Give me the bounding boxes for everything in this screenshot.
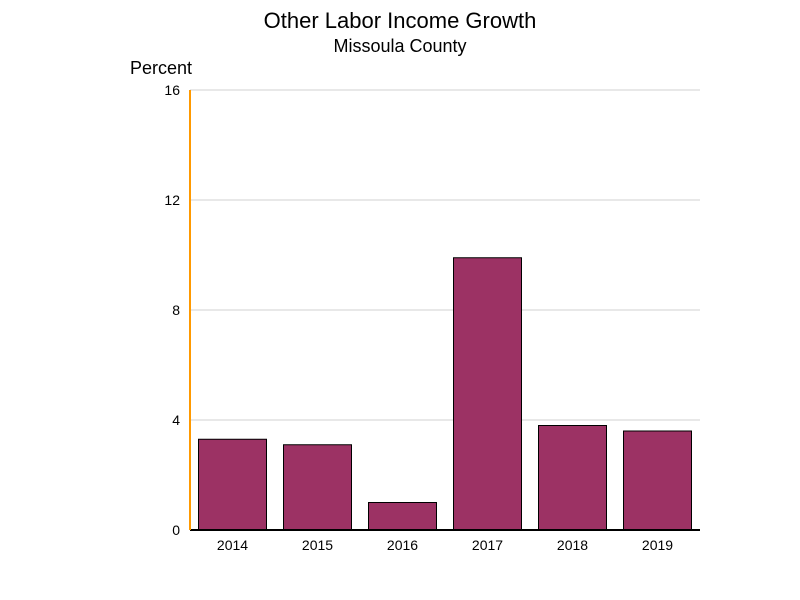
y-tick-label: 12 <box>164 192 180 208</box>
y-tick-label: 16 <box>164 82 180 98</box>
chart-container: { "chart": { "type": "bar", "title": "Ot… <box>0 0 800 600</box>
x-tick-label: 2015 <box>302 537 333 553</box>
x-tick-label: 2018 <box>557 537 588 553</box>
x-tick-label: 2014 <box>217 537 248 553</box>
x-tick-label: 2016 <box>387 537 418 553</box>
x-tick-label: 2017 <box>472 537 503 553</box>
bar <box>624 431 692 530</box>
chart-svg: 0 4 8 12 16 2014 2015 2016 2017 2018 2019 <box>0 0 800 600</box>
bar <box>539 426 607 531</box>
bar <box>454 258 522 530</box>
bar <box>369 503 437 531</box>
y-tick-label: 4 <box>172 412 180 428</box>
y-tick-label: 0 <box>172 522 180 538</box>
bar <box>199 439 267 530</box>
y-tick-label: 8 <box>172 302 180 318</box>
bar <box>284 445 352 530</box>
x-tick-label: 2019 <box>642 537 673 553</box>
